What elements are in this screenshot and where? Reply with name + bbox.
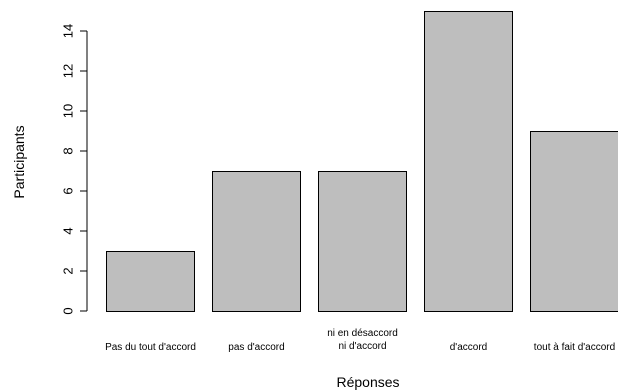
y-tick-label: 6 [61,187,76,194]
y-tick-label: 8 [61,147,76,154]
bars [106,11,618,312]
bar [212,171,301,312]
y-tick-label: 12 [61,64,76,78]
x-tick-label-line: ni en désaccord [327,328,398,339]
x-tick-label-line: ni d'accord [338,341,386,352]
x-tick-label-line: Pas du tout d'accord [105,342,196,353]
x-tick-label-line: d'accord [450,342,488,353]
x-tick-label: Pas du tout d'accord [105,342,196,353]
y-axis: 0 2 4 6 8 10 12 14 [61,24,88,315]
x-tick-label: d'accord [450,342,488,353]
y-tick-label: 2 [61,267,76,274]
bar [530,131,618,312]
x-tick-label-line: pas d'accord [228,342,284,353]
x-axis-title: Réponses [336,374,399,390]
y-tick-label: 14 [61,24,76,38]
bar [318,171,407,312]
x-axis-labels: Pas du tout d'accord pas d'accord ni en dé… [105,328,615,353]
bar [106,251,195,312]
bar [424,11,513,312]
y-axis-title: Participants [11,125,27,198]
y-tick-label: 10 [61,104,76,118]
y-tick-label: 0 [61,307,76,314]
x-tick-label-line: tout à fait d'accord [534,342,615,353]
x-tick-label: tout à fait d'accord [534,342,615,353]
x-tick-label: pas d'accord [228,342,284,353]
y-tick-label: 4 [61,227,76,234]
x-tick-label: ni en désaccord ni d'accord [327,328,398,352]
